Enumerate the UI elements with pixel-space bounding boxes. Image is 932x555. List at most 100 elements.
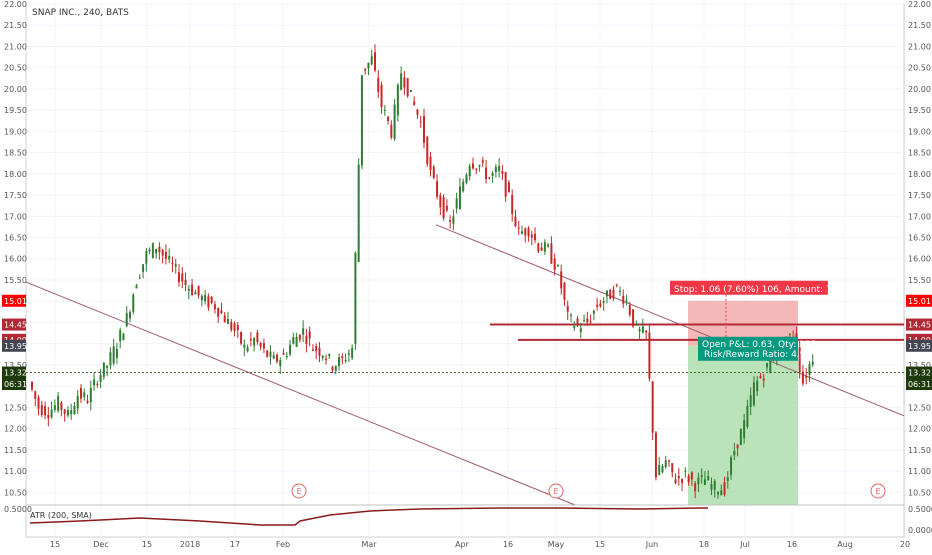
y-tick-label-right: 19.00 — [908, 127, 931, 136]
earnings-marker-label: E — [296, 487, 301, 496]
price-tag-right — [906, 318, 932, 331]
y-tick-label-right: 20.50 — [908, 64, 931, 73]
candle-body — [556, 265, 559, 267]
candle-body — [70, 410, 73, 415]
candle-body — [759, 376, 762, 379]
candle-body — [762, 378, 765, 381]
x-tick-label: 16 — [503, 540, 513, 549]
candle-body — [605, 290, 608, 297]
y-tick-label-right: 22.00 — [908, 0, 931, 9]
candle-body — [151, 243, 154, 258]
candle-body — [599, 303, 602, 307]
candle-body — [328, 354, 331, 356]
candle-body — [390, 124, 393, 138]
x-tick-label: 15 — [142, 540, 152, 549]
price-tag-left-label: 15.01 — [4, 297, 27, 306]
candle-body — [213, 304, 216, 310]
candle-body — [129, 312, 131, 319]
candle-body — [733, 450, 736, 456]
earnings-marker-label: E — [553, 487, 558, 496]
candle-body — [458, 186, 461, 209]
candle-body — [570, 314, 572, 316]
candle-body — [596, 304, 599, 307]
candle-body — [746, 405, 749, 427]
candle-body — [210, 296, 213, 304]
y-tick-label-right: 19.50 — [908, 106, 931, 115]
candle-body — [96, 383, 99, 385]
candle-body — [654, 432, 657, 478]
atr-line — [29, 507, 708, 526]
candle-body — [498, 165, 501, 172]
candle-body — [112, 346, 115, 364]
candle-body — [80, 387, 82, 399]
candle-body — [164, 252, 167, 259]
candle-body — [44, 406, 47, 416]
candle-body — [256, 332, 259, 343]
y-tick-label-left: 13.50 — [4, 361, 27, 370]
candle-body — [674, 479, 677, 484]
candle-body — [63, 409, 66, 414]
candle-body — [31, 382, 33, 390]
price-tag-right-label: 14.45 — [908, 321, 931, 330]
candle-body — [566, 305, 569, 312]
candle-body — [488, 177, 491, 179]
x-tick-label: 15 — [50, 540, 60, 549]
candle-body — [439, 195, 442, 208]
candle-body — [135, 285, 138, 289]
candle-body — [609, 289, 612, 299]
x-tick-label: May — [548, 540, 565, 549]
candle-body — [253, 338, 256, 346]
candle-body — [481, 160, 484, 163]
candle-body — [419, 121, 422, 123]
candle-body — [321, 355, 324, 358]
candle-body — [158, 246, 161, 253]
candle-body — [119, 329, 122, 342]
candle-body — [805, 375, 808, 378]
candle-body — [625, 300, 628, 302]
candle-body — [220, 310, 223, 314]
candle-body — [99, 374, 102, 382]
candle-body — [687, 475, 690, 483]
y-tick-label-left: 12.00 — [4, 425, 27, 434]
stop-label: Stop: 1.06 (7.60%) 106, Amount: 750.9 — [674, 285, 852, 295]
earnings-marker-label: E — [875, 487, 880, 496]
candle-body — [710, 484, 713, 490]
candle-body — [406, 78, 409, 97]
candle-body — [145, 250, 148, 264]
x-tick-label: 16 — [787, 540, 797, 549]
candle-body — [227, 319, 229, 324]
candle-body — [89, 387, 92, 403]
x-tick-label: Mar — [361, 540, 377, 549]
candle-body — [563, 282, 566, 300]
price-tag-left — [2, 339, 26, 352]
candle-body — [658, 465, 661, 476]
candle-body — [377, 77, 380, 93]
candle-body — [259, 342, 262, 347]
candle-body — [142, 264, 145, 272]
candle-body — [697, 477, 700, 485]
candle-body — [641, 326, 644, 333]
candle-body — [651, 381, 654, 433]
y-tick-label-right: 21.00 — [908, 42, 931, 51]
candle-body — [449, 220, 452, 222]
y-tick-label-right: 11.50 — [908, 446, 931, 455]
candle-body — [334, 366, 337, 371]
price-tag-right — [906, 294, 932, 307]
candle-body — [155, 248, 158, 254]
y-tick-label-right: 20.00 — [908, 85, 931, 94]
candle-body — [537, 243, 540, 252]
candle-body — [200, 296, 203, 301]
candle-body — [553, 258, 556, 271]
candle-body — [383, 109, 386, 111]
candle-body — [452, 216, 455, 224]
candle-body — [436, 181, 439, 197]
candle-body — [106, 365, 109, 368]
x-tick-label: 15 — [595, 540, 605, 549]
candle-body — [289, 344, 292, 355]
y-tick-label-left: 18.00 — [4, 170, 27, 179]
y-tick-label-right: 15.50 — [908, 276, 931, 285]
candle-body — [756, 380, 759, 392]
candle-body — [700, 475, 703, 478]
